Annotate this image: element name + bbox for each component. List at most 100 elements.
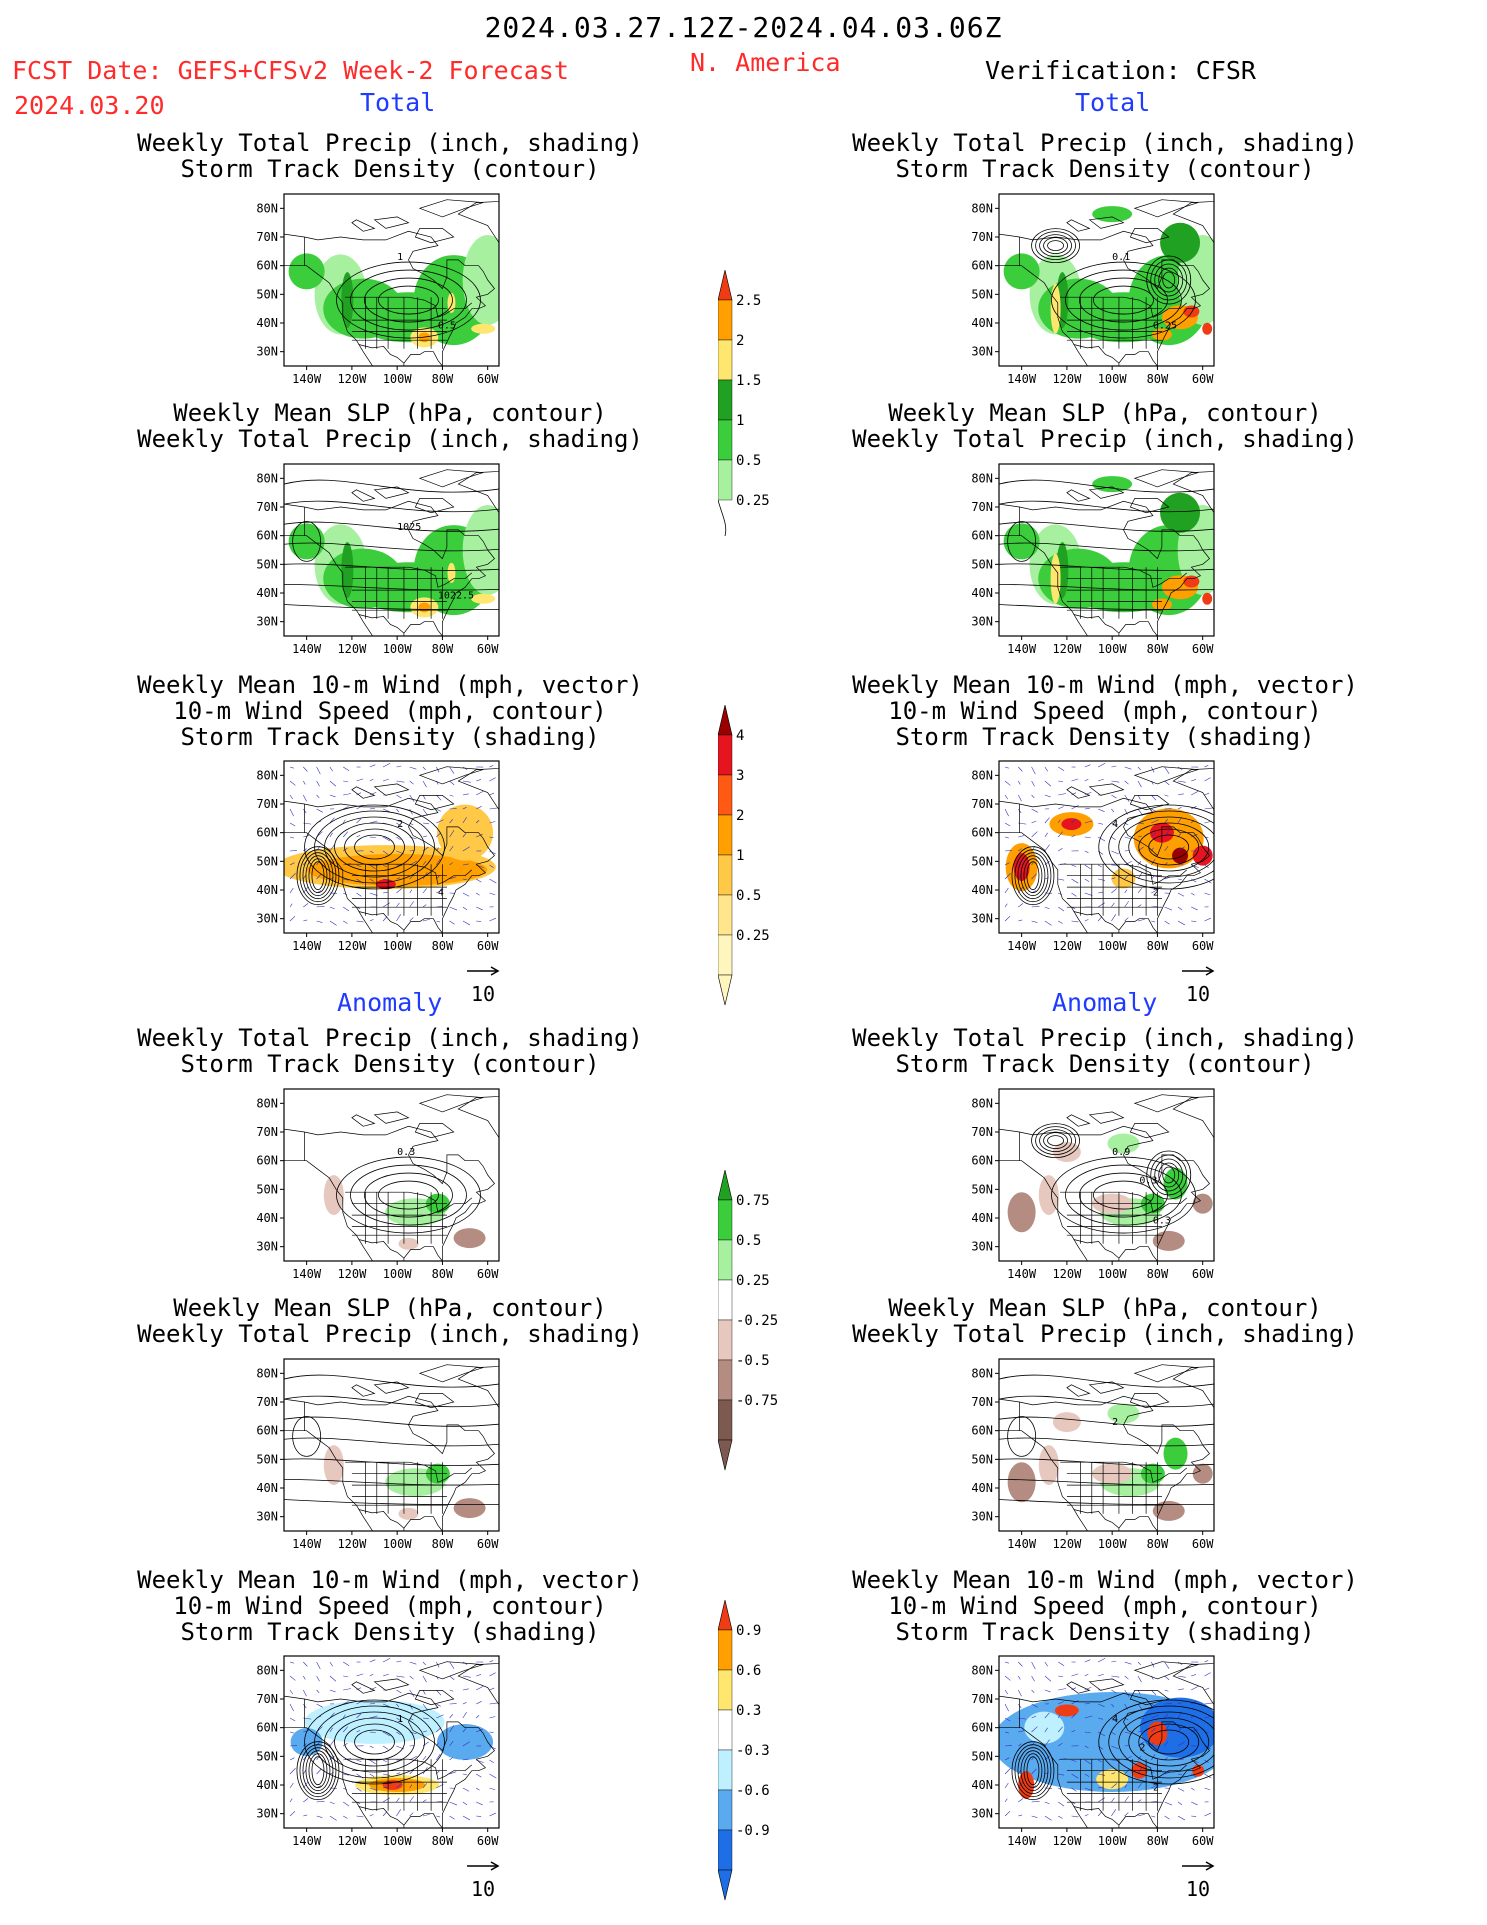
map-fcst-anom-precip: 0.3 80N 70N 60N 50N 40N 30N 140W 120W 100W 80W 60W xyxy=(240,1085,500,1285)
lon-label: 100W xyxy=(383,939,413,953)
lon-label: 60W xyxy=(477,642,499,656)
lat-label: 30N xyxy=(971,1240,993,1254)
contour-label: 1 xyxy=(397,1714,403,1725)
lat-label: 60N xyxy=(971,529,993,543)
colorbar-label: 1.5 xyxy=(736,373,761,389)
colorbar-label: 0.6 xyxy=(736,1663,761,1679)
lat-label: 80N xyxy=(256,768,278,782)
colorbar-segment xyxy=(717,1199,733,1241)
colorbar-label: -0.9 xyxy=(736,1823,770,1839)
arrow-right-icon xyxy=(1182,1861,1215,1871)
panel-title-fcst-total-precip: Weekly Total Precip (inch, shading) Stor… xyxy=(137,129,643,183)
lon-label: 100W xyxy=(383,1834,413,1848)
lat-label: 60N xyxy=(971,1424,993,1438)
lon-label: 60W xyxy=(477,372,499,386)
map-obs-anom-slp: 2 80N 70N 60N 50N 40N 30N 140W 120W 100W 80W 60W xyxy=(955,1355,1215,1555)
colorbar-label: 0.25 xyxy=(736,1273,770,1289)
colorbar-label: -0.25 xyxy=(736,1313,778,1329)
section-anomaly-right: Anomaly xyxy=(1052,988,1158,1017)
lon-label: 60W xyxy=(1192,1267,1214,1281)
colorbar-label: 2.5 xyxy=(736,293,761,309)
lon-label: 140W xyxy=(1007,642,1037,656)
lon-label: 140W xyxy=(292,372,322,386)
colorbar-total-storm: 4 3 2 1 0.5 0.25 xyxy=(717,704,788,1019)
lat-label: 50N xyxy=(971,557,993,571)
lat-label: 50N xyxy=(256,1749,278,1763)
colorbar-label: 0.5 xyxy=(736,888,761,904)
contour-label: 1022.5 xyxy=(438,591,474,602)
vector-reference-value: 10 xyxy=(1185,1877,1211,1901)
map-fcst-total-precip: 1 0.5 80N 70N 60N 50N 40N 30N 140W 120W 100W 80W 60W xyxy=(240,190,500,390)
colorbar-segment xyxy=(717,1749,733,1791)
lon-label: 120W xyxy=(1052,1267,1082,1281)
arrow-right-icon xyxy=(467,1861,500,1871)
vector-reference-obs-anom: 10 xyxy=(1178,1853,1218,1901)
lon-label: 60W xyxy=(1192,1834,1214,1848)
lon-label: 120W xyxy=(337,939,367,953)
fcst-date-label: FCST Date: GEFS+CFSv2 Week-2 Forecast xyxy=(12,56,569,85)
lat-label: 70N xyxy=(256,1692,278,1706)
lat-label: 50N xyxy=(256,854,278,868)
colorbar-label: -0.3 xyxy=(736,1743,770,1759)
colorbar-segment xyxy=(717,734,733,776)
colorbar-segment xyxy=(717,1829,733,1871)
colorbar-segment xyxy=(717,419,733,461)
lat-label: 30N xyxy=(971,1807,993,1821)
lon-label: 140W xyxy=(1007,1834,1037,1848)
lat-label: 60N xyxy=(256,826,278,840)
colorbar-segment xyxy=(717,1169,733,1201)
lon-label: 80W xyxy=(432,1537,454,1551)
lat-label: 80N xyxy=(971,1366,993,1380)
colorbar-label: -0.75 xyxy=(736,1393,778,1409)
lat-label: 30N xyxy=(256,1240,278,1254)
lon-label: 120W xyxy=(1052,372,1082,386)
contour-label: 2 xyxy=(397,819,403,830)
lon-label: 80W xyxy=(1147,939,1169,953)
contour-label: 0.3 xyxy=(1153,1216,1171,1227)
lat-label: 60N xyxy=(256,259,278,273)
lon-label: 80W xyxy=(1147,1267,1169,1281)
colorbar-segment xyxy=(717,1709,733,1751)
lon-label: 80W xyxy=(1147,1834,1169,1848)
contour-label: 2 xyxy=(1139,1743,1145,1754)
lon-label: 140W xyxy=(292,939,322,953)
colorbar-segment xyxy=(717,1359,733,1401)
lat-label: 60N xyxy=(971,826,993,840)
colorbar-anom-storm: 0.9 0.6 0.3 -0.3 -0.6 -0.9 xyxy=(717,1599,788,1914)
lat-label: 80N xyxy=(256,1096,278,1110)
lon-label: 80W xyxy=(432,939,454,953)
lat-label: 40N xyxy=(256,883,278,897)
lat-label: 40N xyxy=(256,316,278,330)
lat-label: 30N xyxy=(256,345,278,359)
lon-label: 80W xyxy=(1147,372,1169,386)
colorbar-label: 0.9 xyxy=(736,1623,761,1639)
panel-title-fcst-total-slp: Weekly Mean SLP (hPa, contour) Weekly To… xyxy=(137,399,643,453)
vector-reference-value: 10 xyxy=(470,1877,496,1901)
lat-label: 50N xyxy=(256,557,278,571)
lon-label: 120W xyxy=(1052,1834,1082,1848)
vector-reference-obs-total: 10 xyxy=(1178,958,1218,1006)
lat-label: 40N xyxy=(971,316,993,330)
vector-reference-fcst-total: 10 xyxy=(463,958,503,1006)
lat-label: 70N xyxy=(256,500,278,514)
lon-label: 120W xyxy=(337,1267,367,1281)
lat-label: 40N xyxy=(971,1778,993,1792)
contour-label: 4 xyxy=(1112,1714,1118,1725)
colorbar-label: 1 xyxy=(736,848,744,864)
contour-label: 2 xyxy=(1112,1417,1118,1428)
lat-label: 70N xyxy=(971,797,993,811)
contour-label: 4 xyxy=(1112,819,1118,830)
lat-label: 30N xyxy=(256,1510,278,1524)
colorbar-label: 0.75 xyxy=(736,1193,770,1209)
lat-label: 80N xyxy=(971,201,993,215)
colorbar-segment xyxy=(717,1869,733,1901)
panel-title-obs-total-slp: Weekly Mean SLP (hPa, contour) Weekly To… xyxy=(852,399,1358,453)
lon-label: 140W xyxy=(292,642,322,656)
colorbar-label: 2 xyxy=(736,808,744,824)
lon-label: 100W xyxy=(383,1537,413,1551)
lat-label: 70N xyxy=(971,1395,993,1409)
lat-label: 40N xyxy=(256,1211,278,1225)
lat-label: 80N xyxy=(256,1366,278,1380)
colorbar-total-precip: 2.5 2 1.5 1 0.5 0.25 xyxy=(717,269,788,584)
lat-label: 80N xyxy=(971,768,993,782)
